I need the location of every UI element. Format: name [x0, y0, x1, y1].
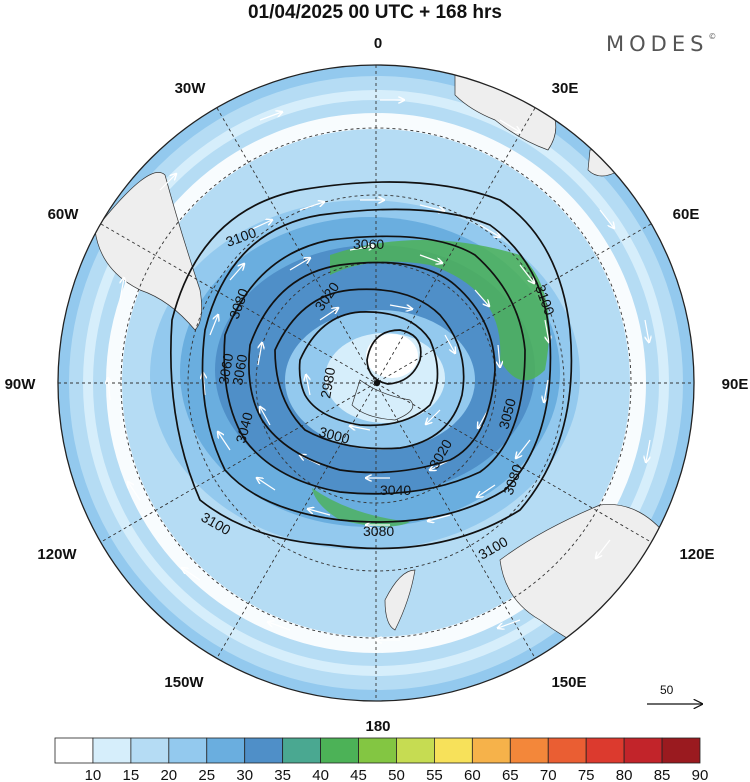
contour-label: 3000 [317, 423, 351, 447]
lon-label-180: 180 [365, 718, 390, 735]
contour-label: 3040 [380, 482, 411, 498]
colorbar-label: 45 [350, 767, 367, 782]
south-pole-marker [373, 379, 381, 387]
meridian-60e-120w [100, 223, 652, 543]
colorbar-label: 80 [616, 767, 633, 782]
meridian-30w-150e [216, 107, 536, 659]
contour-label: 3060 [353, 236, 384, 252]
contour-3060 [223, 235, 526, 495]
reference-vector-label: 50 [660, 683, 674, 697]
colorbar-label: 85 [654, 767, 671, 782]
lon-label-30e: 30E [552, 80, 579, 97]
brand-name: MODES [606, 32, 709, 56]
colorbar-box [206, 737, 246, 764]
lon-label-150e: 150E [551, 674, 586, 691]
lon-label-90w: 90W [5, 376, 37, 393]
colorbar-box [623, 737, 663, 764]
colorbar-box [244, 737, 284, 764]
calm-center [366, 334, 418, 378]
contour-3000 [298, 311, 439, 427]
reference-vector [647, 684, 710, 714]
meridian-60w-120e [100, 223, 652, 543]
map-title: 01/04/2025 00 UTC + 168 hrs [247, 2, 503, 23]
colorbar-box [54, 737, 94, 764]
height-contours [170, 181, 573, 550]
colorbar-labels: 10 15 20 25 30 35 40 45 50 55 60 65 70 75 80 85 90 [85, 767, 709, 782]
jet-core-south [312, 488, 410, 527]
colorbar-box [396, 737, 435, 764]
contour-label: 3080 [363, 523, 394, 539]
lon-label-120w: 120W [37, 546, 77, 563]
colorbar-box [471, 737, 511, 764]
colorbar-label: 25 [198, 767, 215, 782]
colorbar-label: 70 [540, 767, 557, 782]
colorbar-label: 30 [236, 767, 253, 782]
contour-label: 3060 [215, 352, 236, 386]
lon-label-60w: 60W [48, 206, 80, 223]
colorbar-box [585, 737, 625, 764]
lon-label-60e: 60E [673, 206, 700, 223]
coast-antarctica [351, 379, 414, 421]
land-madagascar [587, 149, 621, 177]
colorbar-label: 20 [160, 767, 177, 782]
colorbar: 10 15 20 25 30 35 40 45 50 55 60 65 70 75 80 85 90 [54, 737, 709, 782]
colorbar-boxes [54, 737, 701, 764]
contour-label: 3050 [495, 396, 519, 430]
colorbar-label: 10 [85, 767, 102, 782]
longitude-labels: 0 30E 60E 90E 120E 150E 180 150W 120W 90… [5, 35, 749, 735]
contour-label: 3040 [232, 410, 256, 444]
colorbar-label: 50 [388, 767, 405, 782]
contour-label: 3060 [229, 353, 250, 387]
contour-3100 [170, 181, 573, 550]
colorbar-label: 55 [426, 767, 443, 782]
colorbar-box [130, 737, 170, 764]
lon-label-150w: 150W [164, 674, 204, 691]
colorbar-box [282, 737, 321, 764]
colorbar-box [434, 737, 473, 764]
colorbar-label: 35 [274, 767, 291, 782]
colorbar-label: 15 [123, 767, 140, 782]
contour-3080 [201, 208, 552, 523]
wind-speed-field [58, 65, 694, 701]
colorbar-label: 40 [312, 767, 329, 782]
lon-label-30w: 30W [175, 80, 207, 97]
contour-label: 2980 [317, 366, 338, 400]
lon-label-90e: 90E [722, 376, 749, 393]
colorbar-box [168, 737, 208, 764]
colorbar-box [547, 737, 587, 764]
colorbar-label: 65 [502, 767, 519, 782]
colorbar-box [661, 737, 701, 764]
brand-copyright: © [708, 32, 717, 41]
lon-label-0: 0 [374, 35, 382, 52]
meridian-30e-150w [216, 107, 536, 659]
colorbar-label: 60 [464, 767, 481, 782]
colorbar-label: 75 [578, 767, 595, 782]
brand-logo: MODES© [606, 32, 716, 56]
contour-3020 [274, 288, 465, 450]
contour-3040 [248, 261, 496, 474]
map-boundary [57, 64, 695, 702]
colorbar-box [358, 737, 397, 764]
colorbar-box [509, 737, 549, 764]
colorbar-label: 90 [692, 767, 709, 782]
land-new-zealand [384, 569, 416, 631]
colorbar-box [92, 737, 132, 764]
lon-label-120e: 120E [679, 546, 714, 563]
colorbar-box [320, 737, 359, 764]
